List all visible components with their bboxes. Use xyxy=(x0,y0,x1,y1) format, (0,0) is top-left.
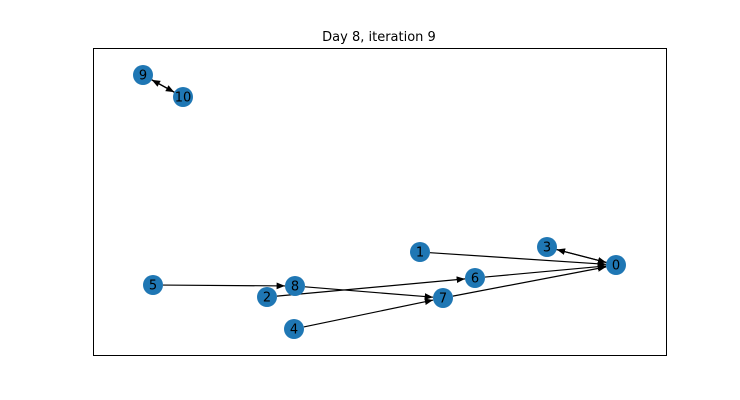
node-circle-1 xyxy=(410,242,430,262)
node-1: 1 xyxy=(410,242,430,262)
edge-2-to-6 xyxy=(276,276,466,297)
node-5: 5 xyxy=(143,275,163,295)
edge-4-to-7 xyxy=(303,298,434,328)
node-circle-4 xyxy=(284,319,304,339)
node-4: 4 xyxy=(284,319,304,339)
edge-10-to-9 xyxy=(151,79,175,93)
node-10: 10 xyxy=(173,87,193,107)
edge-5-to-8 xyxy=(162,282,286,290)
edge-3-to-0 xyxy=(556,248,607,264)
edge-7-to-0 xyxy=(452,265,607,297)
node-label-10: 10 xyxy=(175,91,192,106)
node-8: 8 xyxy=(285,276,305,296)
node-6: 6 xyxy=(465,268,485,288)
node-circle-2 xyxy=(257,287,277,307)
node-label-3: 3 xyxy=(543,241,551,256)
edges-layer xyxy=(151,79,607,328)
node-0: 0 xyxy=(606,255,626,275)
plot-frame xyxy=(93,48,667,356)
node-3: 3 xyxy=(537,237,557,257)
node-9: 9 xyxy=(133,65,153,85)
edge-8-to-7 xyxy=(304,286,434,300)
node-label-1: 1 xyxy=(416,246,424,261)
node-circle-9 xyxy=(133,65,153,85)
node-label-5: 5 xyxy=(149,279,157,294)
node-label-6: 6 xyxy=(471,272,479,287)
node-2: 2 xyxy=(257,287,277,307)
node-circle-6 xyxy=(465,268,485,288)
node-label-2: 2 xyxy=(263,291,271,306)
edge-1-to-0 xyxy=(429,252,607,268)
node-circle-10 xyxy=(173,87,193,107)
node-circle-3 xyxy=(537,237,557,257)
node-7: 7 xyxy=(433,288,453,308)
nodes-layer: 0 1 2 3 4 5 6 7 8 9 10 xyxy=(133,65,626,339)
node-circle-7 xyxy=(433,288,453,308)
node-label-4: 4 xyxy=(290,323,298,338)
node-label-0: 0 xyxy=(612,259,620,274)
node-circle-0 xyxy=(606,255,626,275)
chart-title: Day 8, iteration 9 xyxy=(322,30,436,45)
node-circle-8 xyxy=(285,276,305,296)
node-label-8: 8 xyxy=(291,280,299,295)
node-label-9: 9 xyxy=(139,69,147,84)
node-label-7: 7 xyxy=(439,292,447,307)
edge-6-to-0 xyxy=(484,263,607,278)
node-circle-5 xyxy=(143,275,163,295)
